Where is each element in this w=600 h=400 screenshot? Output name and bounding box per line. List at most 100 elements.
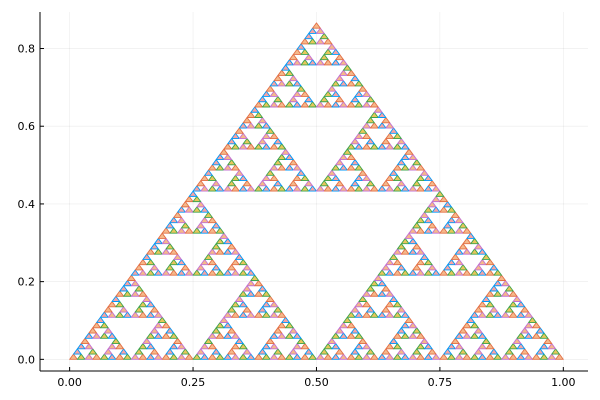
- sierpinski-triangle: [381, 306, 391, 313]
- sierpinski-triangle: [184, 195, 194, 203]
- y-tick-label: 0.2: [18, 276, 36, 289]
- sierpinski-triangle: [285, 164, 294, 171]
- sierpinski-triangle: [555, 353, 564, 360]
- sierpinski-triangle: [416, 164, 425, 171]
- sierpinski-triangle: [281, 64, 290, 71]
- sierpinski-triangle: [289, 159, 298, 166]
- sierpinski-triangle: [200, 227, 209, 234]
- sierpinski-triangle: [192, 195, 202, 203]
- sierpinski-triangle: [300, 353, 310, 360]
- sierpinski-triangle: [478, 332, 487, 339]
- sierpinski-triangle: [323, 101, 333, 108]
- sierpinski-triangle: [231, 259, 240, 266]
- sierpinski-triangle: [169, 332, 179, 339]
- sierpinski-triangle: [154, 322, 163, 329]
- sierpinski-triangle: [516, 301, 526, 308]
- sierpinski-triangle: [478, 301, 487, 308]
- sierpinski-triangle: [262, 353, 271, 360]
- sierpinski-triangle: [474, 243, 483, 250]
- sierpinski-triangle: [254, 280, 263, 287]
- sierpinski-triangle: [331, 80, 341, 87]
- sierpinski-triangle: [184, 206, 194, 213]
- sierpinski-triangle: [443, 264, 452, 271]
- sierpinski-triangle: [451, 211, 460, 218]
- sierpinski-triangle: [177, 227, 186, 234]
- sierpinski-triangle: [208, 269, 217, 276]
- sierpinski-triangle: [508, 311, 518, 318]
- sierpinski-triangle: [142, 295, 152, 302]
- sierpinski-triangle: [346, 311, 356, 318]
- y-tick-label: 0.4: [18, 198, 36, 211]
- sierpinski-triangle: [200, 206, 209, 213]
- sierpinski-triangle: [161, 322, 171, 329]
- sierpinski-triangle: [358, 85, 368, 92]
- sierpinski-triangle: [219, 148, 229, 155]
- sierpinski-triangle: [335, 327, 344, 334]
- sierpinski-triangle: [478, 343, 487, 350]
- sierpinski-triangle: [223, 185, 233, 192]
- sierpinski-triangle: [505, 306, 514, 313]
- sierpinski-triangle: [362, 353, 371, 360]
- sierpinski-triangle: [285, 332, 294, 339]
- sierpinski-triangle: [493, 269, 503, 276]
- sierpinski-triangle: [408, 227, 418, 234]
- sierpinski-triangle: [470, 322, 479, 329]
- sierpinski-triangle: [208, 216, 217, 224]
- sierpinski-triangle: [389, 337, 398, 345]
- sierpinski-triangle: [373, 274, 383, 281]
- sierpinski-triangle: [285, 59, 294, 66]
- sierpinski-triangle: [377, 185, 387, 192]
- sierpinski-triangle: [235, 127, 244, 134]
- sierpinski-triangle: [269, 80, 279, 87]
- sierpinski-triangle: [192, 206, 202, 213]
- x-axis-ticks: 0.00 0.25 0.50 0.75 1.00: [57, 367, 576, 389]
- sierpinski-triangle: [416, 343, 425, 350]
- sierpinski-triangle: [277, 80, 287, 87]
- sierpinski-triangle: [346, 143, 356, 150]
- sierpinski-triangle: [80, 337, 90, 345]
- sierpinski-triangle: [227, 180, 236, 187]
- sierpinski-triangle: [96, 316, 105, 323]
- sierpinski-triangle: [389, 295, 398, 302]
- sierpinski-triangle: [184, 353, 194, 360]
- sierpinski-triangle: [69, 353, 78, 360]
- sierpinski-triangle: [296, 43, 306, 50]
- sierpinski-triangle: [265, 85, 275, 92]
- sierpinski-triangle: [254, 353, 263, 360]
- sierpinski-triangle: [366, 348, 375, 355]
- sierpinski-triangle: [331, 59, 341, 66]
- sierpinski-triangle: [208, 227, 217, 234]
- sierpinski-triangle: [262, 311, 271, 318]
- sierpinski-triangle: [547, 353, 557, 360]
- sierpinski-triangle: [489, 306, 499, 313]
- sierpinski-triangle: [377, 311, 387, 318]
- sierpinski-triangle: [389, 169, 398, 176]
- sierpinski-triangle: [173, 337, 182, 345]
- sierpinski-triangle: [238, 311, 248, 318]
- sierpinski-triangle: [273, 306, 283, 313]
- sierpinski-triangle: [362, 311, 371, 318]
- sierpinski-triangle: [211, 327, 221, 334]
- sierpinski-triangle: [535, 327, 545, 334]
- sierpinski-triangle: [177, 269, 186, 276]
- sierpinski-triangle: [119, 348, 128, 355]
- sierpinski-triangle: [339, 332, 348, 339]
- sierpinski-triangle: [196, 348, 206, 355]
- sierpinski-triangle: [393, 143, 402, 150]
- sierpinski-triangle: [478, 269, 487, 276]
- sierpinski-triangle: [408, 322, 418, 329]
- sierpinski-triangle: [192, 269, 202, 276]
- sierpinski-triangle: [215, 248, 225, 255]
- sierpinski-triangle: [265, 337, 275, 345]
- sierpinski-triangle: [238, 269, 248, 276]
- sierpinski-triangle: [258, 348, 267, 355]
- sierpinski-triangle: [524, 332, 533, 339]
- sierpinski-triangle: [397, 348, 406, 355]
- axes: [39, 12, 588, 372]
- sierpinski-triangle: [173, 211, 182, 218]
- sierpinski-triangle: [115, 353, 125, 360]
- sierpinski-triangle: [300, 343, 310, 350]
- sierpinski-triangle: [520, 306, 530, 313]
- sierpinski-triangle: [447, 259, 456, 266]
- sierpinski-triangle: [258, 117, 267, 124]
